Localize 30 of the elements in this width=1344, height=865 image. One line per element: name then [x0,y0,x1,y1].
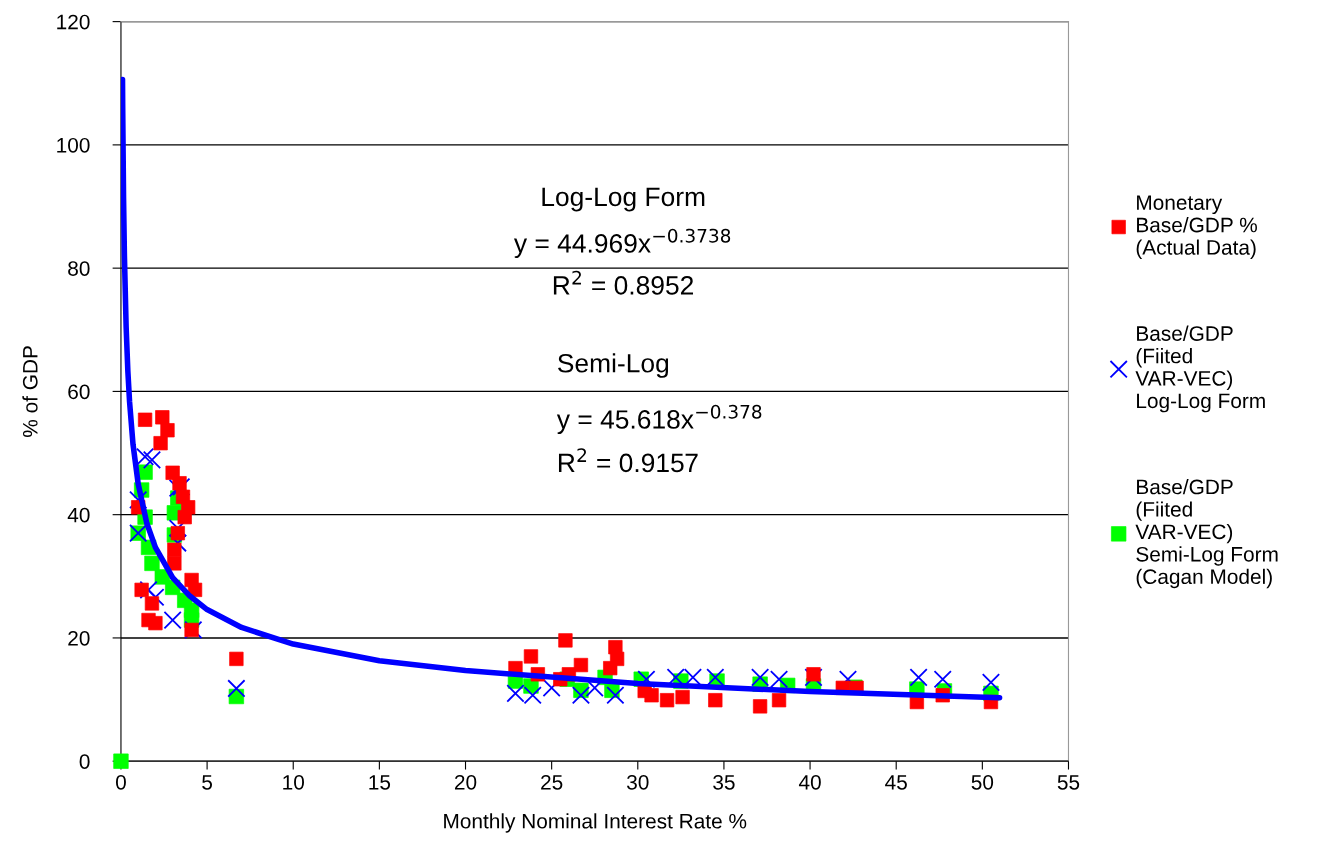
x-tick-label: 0 [115,774,126,790]
x-tick-label: 20 [454,774,477,790]
legend-label: Monetary Base/GDP % (Actual Data) [1136,195,1257,259]
x-tick-label: 15 [369,775,391,790]
legend-label: Base/GDP (Fiited VAR-VEC) Semi-Log Form (Cagan Model) [1135,479,1278,589]
annotation: Semi-Log [558,353,669,378]
legend-label: Base/GDP (Fiited VAR-VEC) Log-Log Form [1135,325,1265,413]
annotation: y = 45.618x$^{−0.378}$ [556,404,762,435]
y-axis-title: % of GDP [22,346,38,437]
annotation: Log-Log Form [542,187,705,212]
y-tick-label: 20 [68,630,90,646]
x-tick-label: 35 [713,774,735,790]
y-tick-label: 100 [57,137,90,153]
x-axis-title: Monthly Nominal Interest Rate % [444,813,747,833]
y-tick-label: 0 [79,754,90,769]
annotation: R$^{2}$ = 0.8952 [553,270,694,295]
y-tick-label: 40 [67,507,90,523]
x-tick-label: 30 [627,774,649,790]
annotation: R$^{2}$ = 0.9157 [558,448,698,473]
x-tick-label: 25 [541,774,563,790]
y-tick-label: 80 [68,261,90,276]
x-tick-label: 5 [202,775,213,790]
x-tick-label: 50 [971,774,994,790]
y-tick-label: 120 [57,14,90,30]
x-tick-label: 40 [798,774,821,790]
y-tick-label: 60 [68,384,90,400]
annotation: y = 44.969x$^{−0.3738}$ [513,228,731,259]
x-tick-label: 45 [885,775,907,790]
x-tick-label: 10 [283,774,305,790]
x-tick-label: 55 [1057,775,1080,790]
